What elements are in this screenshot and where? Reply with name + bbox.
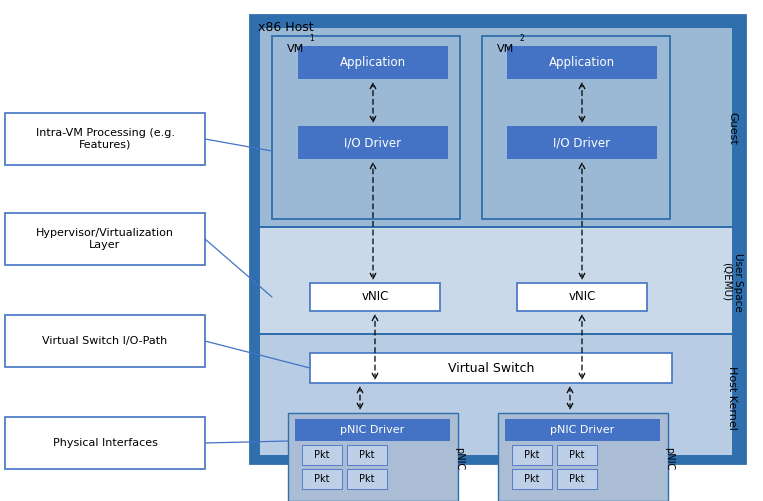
- Bar: [260, 28, 732, 226]
- Bar: [310, 353, 672, 383]
- Text: vNIC: vNIC: [568, 291, 596, 304]
- Bar: [347, 469, 387, 489]
- Text: Pkt: Pkt: [569, 450, 584, 460]
- Text: Pkt: Pkt: [314, 450, 330, 460]
- Bar: [302, 469, 342, 489]
- Text: Hypervisor/Virtualization
Layer: Hypervisor/Virtualization Layer: [36, 228, 174, 250]
- Bar: [498, 413, 668, 501]
- Bar: [347, 445, 387, 465]
- Text: vNIC: vNIC: [362, 291, 388, 304]
- Text: Virtual Switch I/O-Path: Virtual Switch I/O-Path: [43, 336, 168, 346]
- Text: Application: Application: [340, 56, 406, 69]
- Text: Pkt: Pkt: [524, 450, 539, 460]
- Text: 1: 1: [309, 34, 314, 43]
- Text: Application: Application: [549, 56, 615, 69]
- Bar: [512, 469, 552, 489]
- Bar: [298, 46, 448, 79]
- Text: Pkt: Pkt: [359, 450, 375, 460]
- Bar: [517, 283, 647, 311]
- Bar: [298, 126, 448, 159]
- Text: Host Kernel: Host Kernel: [727, 366, 737, 430]
- Text: Pkt: Pkt: [524, 474, 539, 484]
- Text: Virtual Switch: Virtual Switch: [448, 362, 534, 375]
- Bar: [310, 283, 440, 311]
- Text: x86 Host: x86 Host: [258, 22, 314, 35]
- Bar: [302, 445, 342, 465]
- Bar: [507, 126, 657, 159]
- Bar: [512, 445, 552, 465]
- Text: Pkt: Pkt: [314, 474, 330, 484]
- Text: I/O Driver: I/O Driver: [344, 136, 401, 149]
- Bar: [507, 46, 657, 79]
- Text: pNIC: pNIC: [454, 447, 464, 470]
- Text: 2: 2: [519, 34, 523, 43]
- Text: VM: VM: [497, 44, 514, 54]
- Bar: [482, 36, 670, 219]
- Text: pNIC Driver: pNIC Driver: [550, 425, 615, 435]
- Text: Intra-VM Processing (e.g.
Features): Intra-VM Processing (e.g. Features): [36, 128, 175, 150]
- Bar: [260, 228, 732, 333]
- Bar: [260, 335, 732, 455]
- Bar: [5, 417, 205, 469]
- Bar: [250, 15, 745, 463]
- Text: User Space
(QEMU): User Space (QEMU): [721, 253, 743, 312]
- Bar: [5, 213, 205, 265]
- Bar: [557, 469, 597, 489]
- Bar: [5, 113, 205, 165]
- Text: pNIC Driver: pNIC Driver: [340, 425, 404, 435]
- Text: VM: VM: [287, 44, 304, 54]
- Bar: [288, 413, 458, 501]
- Bar: [295, 419, 450, 441]
- Text: Pkt: Pkt: [569, 474, 584, 484]
- Text: I/O Driver: I/O Driver: [553, 136, 610, 149]
- Text: pNIC: pNIC: [664, 447, 674, 470]
- Bar: [272, 36, 460, 219]
- Bar: [505, 419, 660, 441]
- Text: Pkt: Pkt: [359, 474, 375, 484]
- Text: Physical Interfaces: Physical Interfaces: [53, 438, 157, 448]
- Text: Guest: Guest: [727, 112, 737, 144]
- Bar: [557, 445, 597, 465]
- Bar: [5, 315, 205, 367]
